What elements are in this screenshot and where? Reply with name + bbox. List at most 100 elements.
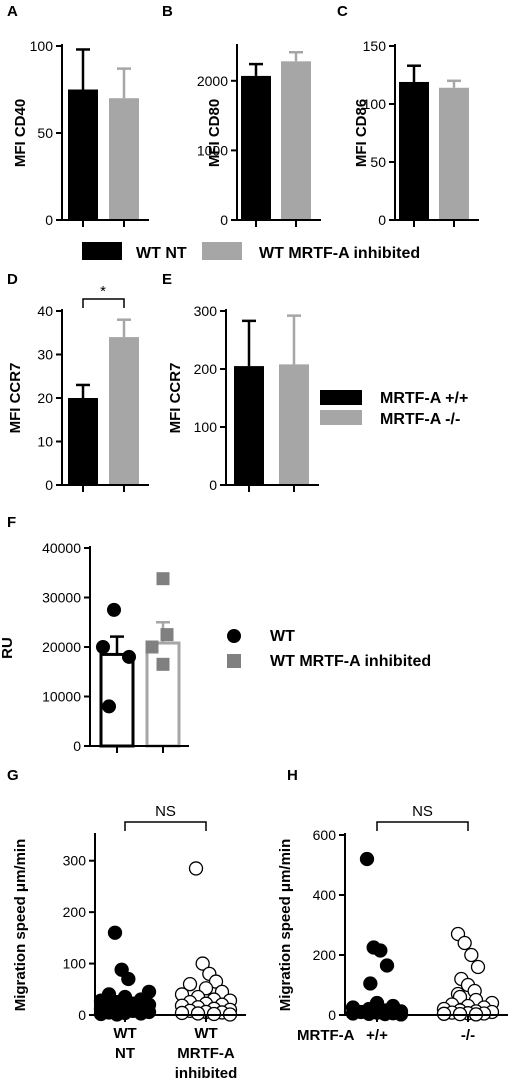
x-prefix-h: MRTF-A (297, 1027, 355, 1044)
data-point-h (345, 1006, 361, 1021)
data-point-h (373, 943, 388, 958)
y-axis-label-h: Migration speed μm/min (277, 839, 294, 1012)
y-axis-label-e: MFI CCR7 (167, 363, 184, 434)
data-point-f-inhibited (145, 640, 159, 654)
bar-B (241, 75, 271, 220)
y-tick-label-C: 100 (363, 96, 387, 112)
significance-star: * (100, 283, 106, 300)
data-point-g (198, 981, 214, 996)
data-point-h (361, 1006, 377, 1021)
ns-label-h: NS (412, 803, 433, 820)
data-point-g (133, 1006, 149, 1021)
legend-label-wt-nt: WT NT (136, 245, 187, 262)
data-point-g (93, 1006, 109, 1022)
data-point-h (379, 958, 395, 973)
y-axis-label-d: MFI CCR7 (7, 363, 24, 434)
y-tick-label-D: 20 (37, 390, 53, 406)
y-tick-label-B: 2000 (197, 73, 228, 89)
legend-label-f-wt: WT (270, 628, 295, 645)
y-axis-label-g: Migration speed μm/min (12, 839, 29, 1012)
x-category-g-1-line: WT (113, 1025, 136, 1042)
legend-swatch-wt-nt (82, 242, 122, 260)
y-tick-label-E: 100 (194, 419, 218, 435)
y-tick-label-H: 600 (313, 827, 337, 843)
bar-A (68, 89, 98, 220)
data-point-f-inhibited (160, 628, 174, 642)
data-point-g (174, 1005, 190, 1021)
y-tick-label-G: 200 (63, 904, 87, 920)
data-point-h (363, 976, 378, 991)
legend-label-wt-inhibited: WT MRTF-A inhibited (259, 245, 420, 262)
bar-D (109, 337, 139, 485)
data-point-f-inhibited (156, 572, 170, 586)
y-tick-label-E: 200 (194, 361, 218, 377)
panel-label-e: E (162, 271, 172, 288)
y-tick-label-E: 300 (194, 303, 218, 319)
panel-label-a: A (7, 3, 18, 20)
data-point-h (359, 851, 375, 867)
x-category-g-1: WT NT (113, 1025, 136, 1062)
y-tick-label-D: 10 (37, 434, 53, 450)
y-tick-label-C: 150 (363, 38, 387, 54)
data-point-f-wt (96, 640, 110, 654)
y-tick-label-D: 0 (45, 477, 53, 493)
bar-C (399, 81, 429, 221)
y-tick-label-A: 100 (30, 38, 54, 54)
x-category-h-2: -/- (461, 1027, 475, 1044)
legend-swatch-mrtfa-wt (320, 390, 362, 405)
legend-swatch-wt-inhibited (202, 242, 242, 260)
y-tick-label-F: 30000 (42, 590, 81, 606)
data-point-g (206, 1006, 222, 1022)
y-tick-label-G: 100 (63, 956, 87, 972)
significance-bracket-d (82, 298, 125, 308)
panel-label-d: D (7, 271, 18, 288)
panel-label-h: H (287, 767, 298, 784)
data-point-g (107, 925, 123, 940)
x-category-g-2-line: WT (194, 1025, 217, 1042)
bar-E (279, 364, 309, 485)
y-tick-label-F: 20000 (42, 639, 81, 655)
panel-label-g: G (7, 767, 19, 784)
data-point-g (182, 976, 198, 992)
data-point-f-wt (102, 699, 116, 714)
y-tick-label-F: 10000 (42, 689, 81, 705)
y-tick-label-A: 0 (45, 212, 53, 228)
y-tick-label-G: 0 (78, 1007, 86, 1023)
bar-A (109, 98, 139, 220)
x-category-g-1-line: NT (115, 1045, 135, 1062)
data-point-h (470, 959, 486, 975)
legend-marker-inhibited (227, 654, 241, 668)
bar-C (439, 87, 469, 220)
y-axis-label-a: MFI CD40 (12, 99, 29, 167)
y-axis-label-c: MFI CD86 (353, 99, 370, 167)
x-category-g-2-line: inhibited (175, 1065, 238, 1082)
panel-label-c: C (337, 3, 348, 20)
data-point-f-wt (107, 602, 121, 617)
legend-label-f-inhibited: WT MRTF-A inhibited (270, 653, 431, 670)
x-category-g-2-line: MRTF-A (177, 1045, 235, 1062)
y-tick-label-F: 0 (73, 738, 81, 754)
panel-label-f: F (7, 514, 16, 531)
data-point-f-wt (122, 649, 136, 664)
y-tick-label-B: 1000 (197, 142, 228, 158)
y-tick-label-C: 0 (378, 212, 386, 228)
y-tick-label-F: 40000 (42, 540, 81, 556)
data-point-f-inhibited (156, 657, 170, 671)
legend-marker-wt (227, 629, 241, 643)
legend-label-mrtfa-ko: MRTF-A -/- (380, 411, 460, 428)
legend-label-mrtfa-wt: MRTF-A +/+ (380, 390, 468, 407)
y-tick-label-E: 0 (209, 477, 217, 493)
bar-E (234, 366, 264, 485)
y-tick-label-G: 300 (63, 853, 87, 869)
y-tick-label-H: 200 (313, 947, 337, 963)
legend-swatch-mrtfa-ko (320, 410, 362, 425)
ns-bracket-g (124, 821, 207, 831)
x-category-h-1: +/+ (366, 1027, 388, 1044)
data-point-g (188, 861, 204, 876)
y-tick-label-C: 50 (370, 154, 386, 170)
y-tick-label-H: 0 (328, 1007, 336, 1023)
y-axis-label-f: RU (0, 637, 16, 659)
bar-B (281, 61, 311, 221)
y-tick-label-H: 400 (313, 887, 337, 903)
